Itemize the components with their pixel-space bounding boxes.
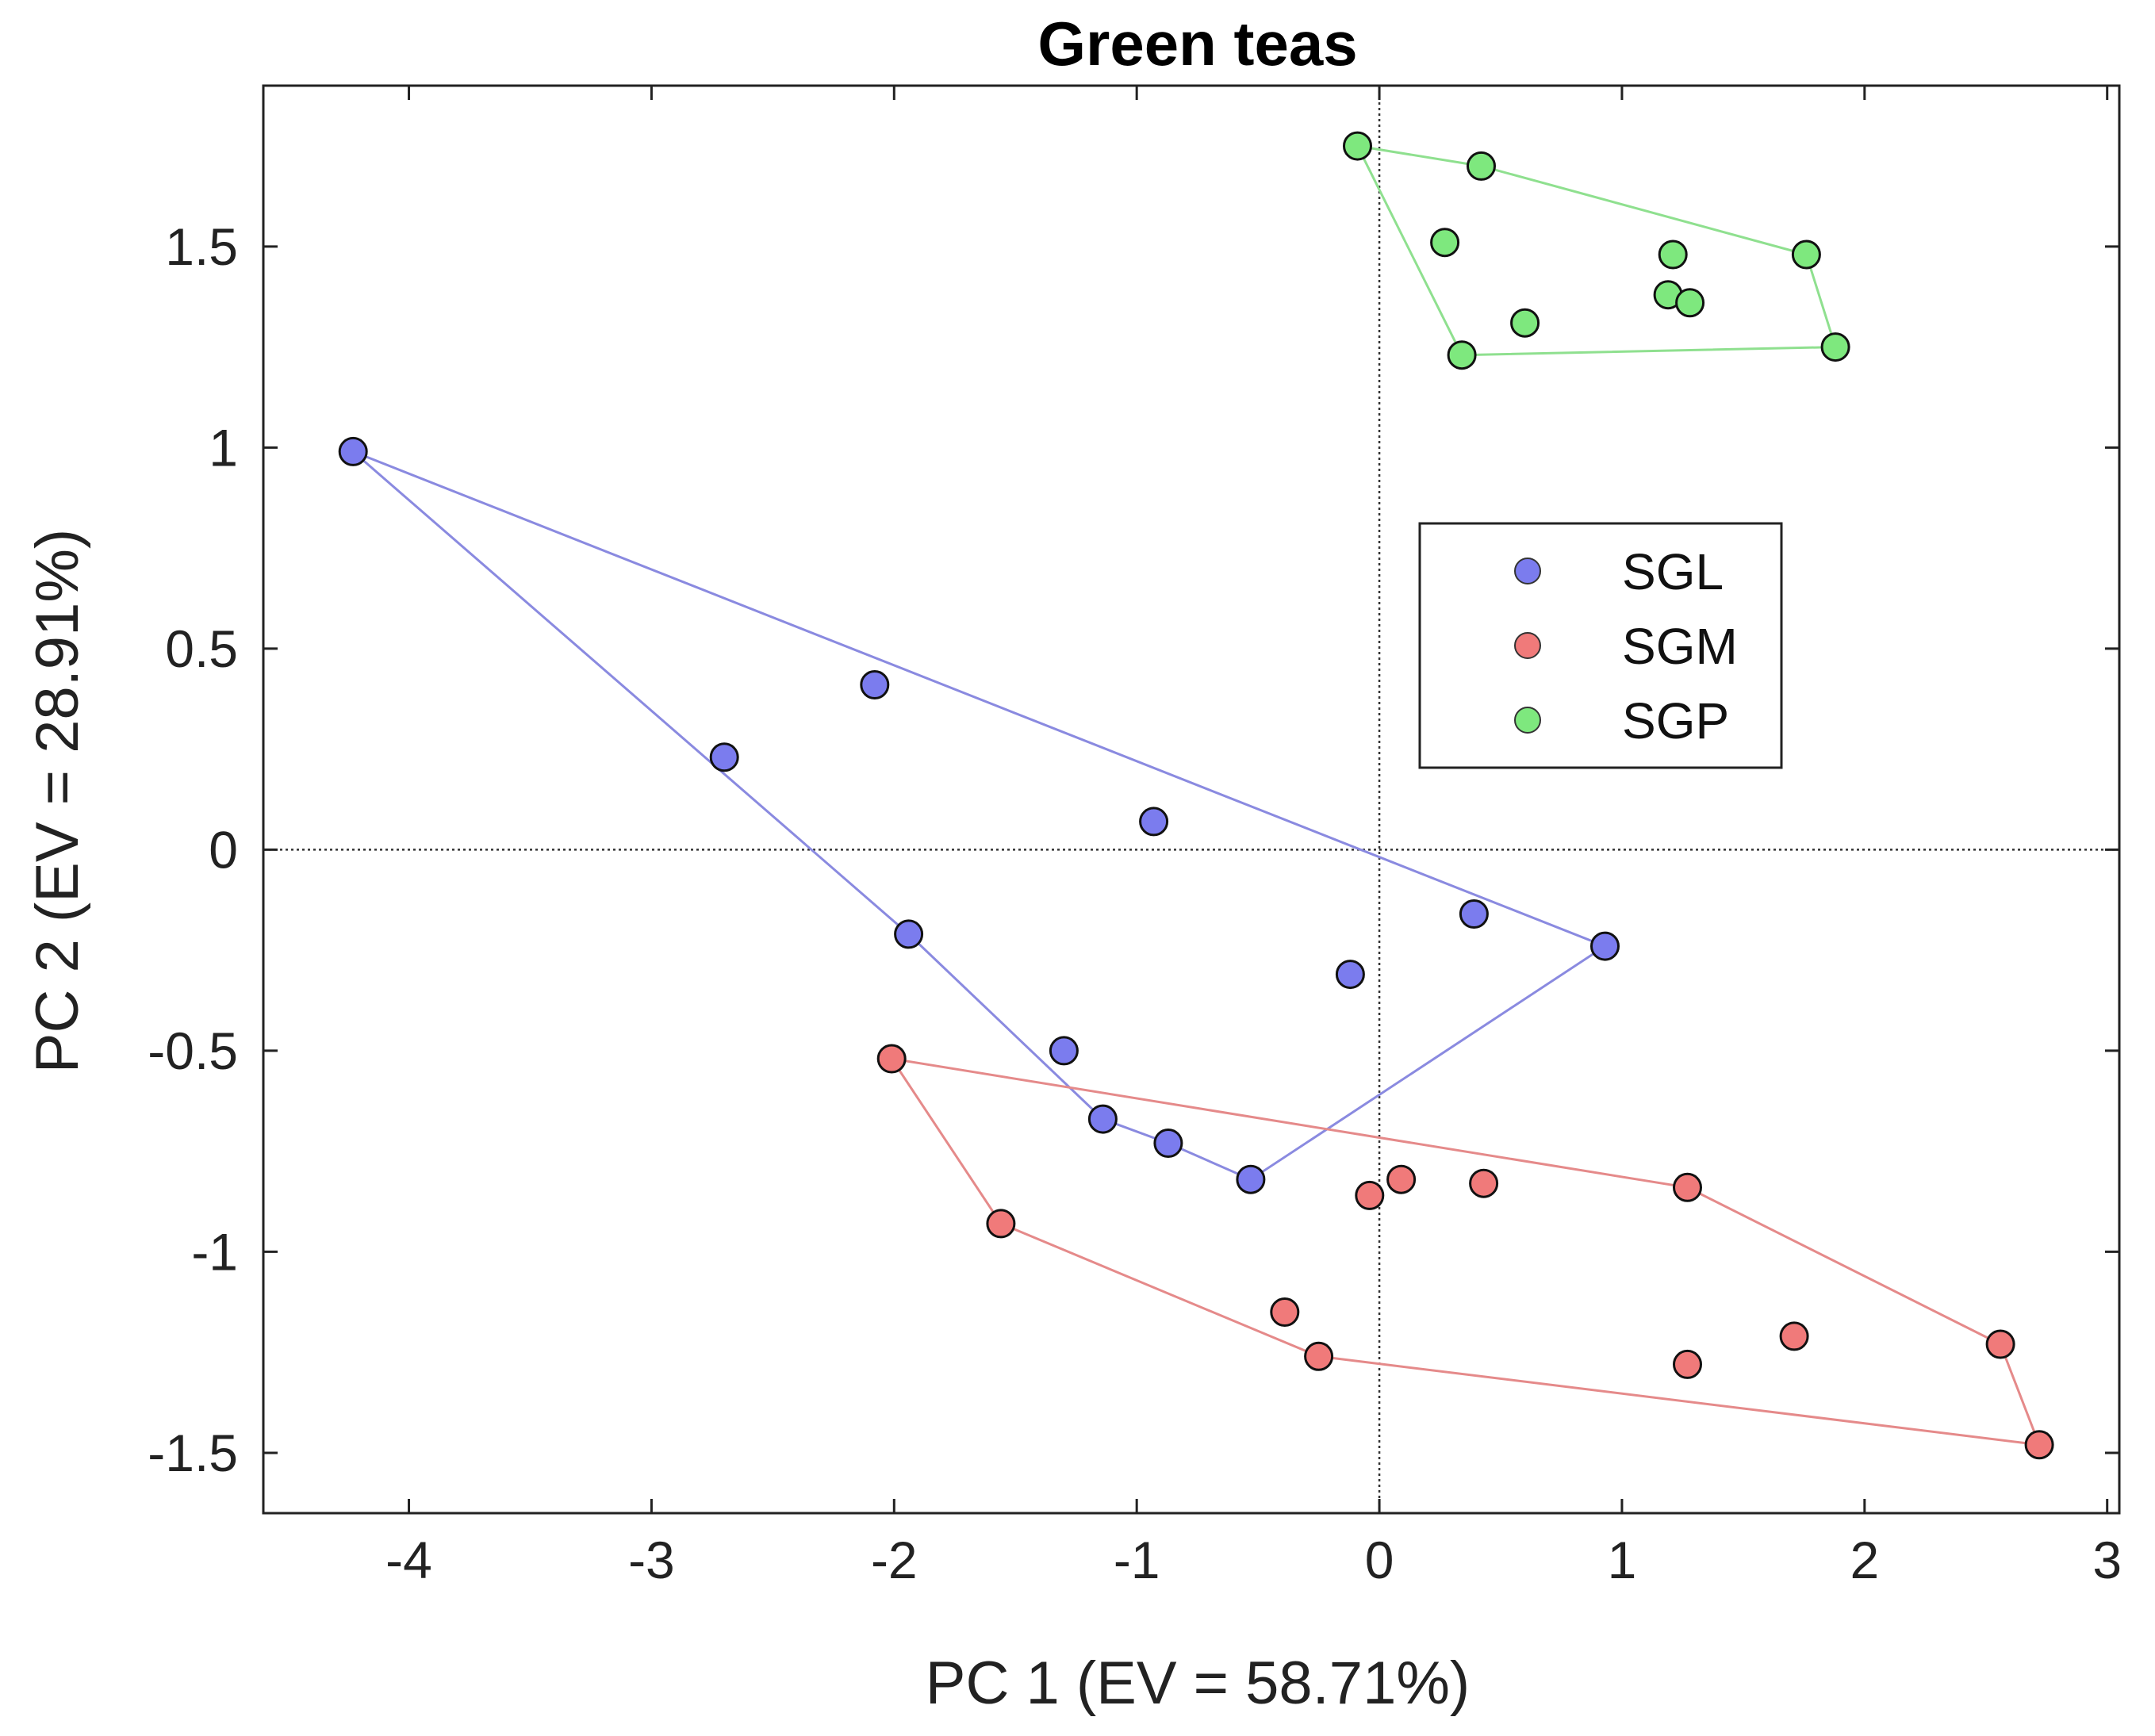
point-sgl: [1590, 931, 1620, 961]
y-tick-label: -1: [191, 1222, 238, 1281]
point-sgm: [1779, 1321, 1809, 1351]
point-sgp: [1791, 240, 1821, 270]
point-sgl: [338, 436, 368, 466]
y-tick-label: -1.5: [148, 1424, 238, 1482]
x-axis-label: PC 1 (EV = 58.71%): [926, 1650, 1470, 1717]
legend-label-sgp: SGP: [1622, 692, 1729, 749]
x-tick-label: 3: [2092, 1531, 2122, 1589]
point-sgp: [1820, 332, 1850, 362]
point-sgp: [1430, 228, 1460, 258]
x-tick-label: 0: [1365, 1531, 1394, 1589]
legend: SGL SGM SGP: [1418, 522, 1783, 769]
y-tick-label: -0.5: [148, 1021, 238, 1080]
point-sgp: [1658, 240, 1688, 270]
y-tick-label: 1: [209, 418, 238, 477]
point-sgp: [1510, 308, 1540, 338]
y-tick-label: 1.5: [165, 217, 238, 276]
point-sgm: [1270, 1297, 1300, 1327]
x-tick-label: -3: [628, 1531, 675, 1589]
point-sgl: [1459, 899, 1489, 929]
legend-marker-sgl: [1514, 558, 1541, 584]
plot-area: [262, 84, 2121, 1515]
legend-label-sgl: SGL: [1622, 543, 1724, 600]
plot-frame: [262, 84, 2121, 1515]
point-sgm: [1304, 1341, 1334, 1371]
point-sgl: [860, 670, 890, 699]
point-sgm: [1673, 1349, 1702, 1379]
point-sgm: [1673, 1172, 1702, 1202]
point-sgl: [1087, 1104, 1118, 1134]
point-sgp: [1675, 288, 1705, 318]
x-tick-label: -2: [871, 1531, 918, 1589]
x-tick-label: 1: [1608, 1531, 1637, 1589]
point-sgl: [1049, 1036, 1079, 1066]
y-axis: -1.5 -1 -0.5 0 0.5 1 1.5: [148, 217, 2119, 1482]
point-sgm: [2024, 1430, 2054, 1460]
legend-box: [1418, 522, 1783, 769]
point-sgm: [986, 1209, 1016, 1239]
data-points: [338, 131, 2054, 1460]
point-sgp: [1467, 151, 1496, 181]
point-sgl: [1153, 1129, 1183, 1158]
y-tick-label: 0.5: [165, 619, 238, 678]
legend-marker-sgp: [1514, 707, 1541, 734]
point-sgp: [1447, 340, 1477, 370]
legend-label-sgm: SGM: [1622, 618, 1738, 675]
point-sgl: [1139, 807, 1169, 837]
point-sgm: [1985, 1329, 2015, 1359]
x-tick-label: -4: [385, 1531, 432, 1589]
point-sgm: [1386, 1164, 1417, 1194]
point-sgp: [1343, 131, 1372, 161]
hull-sgp: [1355, 144, 1838, 357]
point-sgl: [1335, 960, 1365, 990]
point-sgl: [894, 919, 924, 949]
y-tick-label: 0: [209, 820, 238, 879]
point-sgl: [1236, 1164, 1266, 1194]
x-tick-label: 2: [1850, 1531, 1879, 1589]
chart-title: Green teas: [1037, 9, 1357, 79]
point-sgm: [876, 1044, 907, 1074]
x-axis: -4 -3 -2 -1 0 1 2 3: [385, 86, 2122, 1589]
point-sgl: [709, 742, 739, 772]
x-tick-label: -1: [1114, 1531, 1160, 1589]
point-sgm: [1469, 1168, 1499, 1198]
y-axis-label: PC 2 (EV = 28.91%): [24, 529, 91, 1073]
reference-lines: [263, 86, 2119, 1513]
point-sgm: [1355, 1180, 1385, 1210]
legend-marker-sgm: [1514, 632, 1541, 659]
